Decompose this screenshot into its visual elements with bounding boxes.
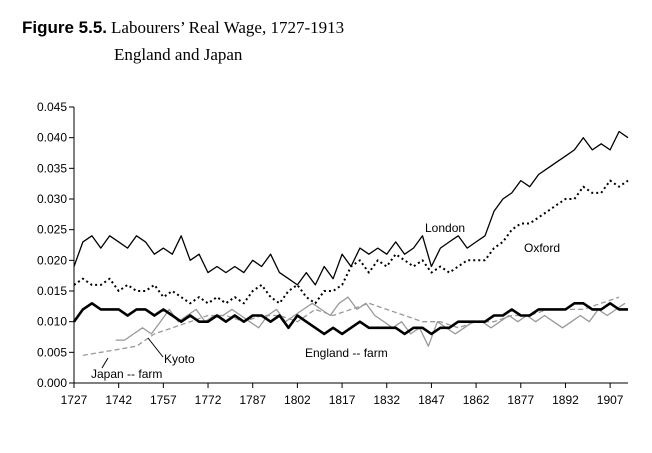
series-line-japan-farm	[82, 296, 620, 357]
figure-title: Figure 5.5. Labourers’ Real Wage, 1727-1…	[22, 18, 344, 38]
x-tick-label: 1907	[597, 393, 624, 407]
y-tick-label: 0.000	[37, 376, 67, 390]
y-tick-label: 0.015	[37, 284, 67, 298]
x-tick-label: 1727	[61, 393, 88, 407]
y-tick-label: 0.010	[37, 315, 67, 329]
x-tick-label: 1877	[507, 393, 534, 407]
annotation-japan-farm: Japan -- farm	[91, 367, 162, 381]
x-tick-label: 1892	[552, 393, 579, 407]
annotation-london: London	[425, 221, 465, 235]
annotation-oxford: Oxford	[524, 241, 560, 255]
y-tick-label: 0.020	[37, 253, 67, 267]
figure-title-text: Labourers’ Real Wage, 1727-1913	[111, 18, 345, 37]
figure-label: Figure 5.5.	[22, 18, 108, 37]
series-line-oxford	[73, 179, 629, 305]
x-tick-label: 1787	[239, 393, 266, 407]
x-tick-label: 1862	[463, 393, 490, 407]
annotation-england-farm: England -- farm	[305, 346, 388, 360]
x-tick-label: 1757	[150, 393, 177, 407]
chart-annotations: London Oxford Kyoto England -- farm Japa…	[91, 221, 560, 381]
x-tick-label: 1802	[284, 393, 311, 407]
x-tick-label: 1847	[418, 393, 445, 407]
x-tick-label: 1817	[329, 393, 356, 407]
series-line-london	[73, 130, 629, 286]
y-tick-label: 0.040	[37, 131, 67, 145]
series-line-kyoto	[115, 296, 626, 347]
x-tick-label: 1772	[195, 393, 222, 407]
y-tick-label: 0.030	[37, 192, 67, 206]
annotation-kyoto-leader	[147, 337, 164, 358]
figure-subtitle: England and Japan	[114, 45, 243, 64]
chart-axes: 0.000 0.005 0.010 0.015 0.020 0.025 0.030 0.035…	[37, 100, 628, 407]
y-tick-label: 0.035	[37, 161, 67, 175]
series-line-england-farm	[72, 301, 628, 336]
y-tick-label: 0.025	[37, 223, 67, 237]
chart-series	[72, 130, 629, 357]
x-tick-label: 1742	[105, 393, 132, 407]
y-tick-label: 0.005	[37, 345, 67, 359]
y-tick-label: 0.045	[37, 100, 67, 114]
x-tick-label: 1832	[373, 393, 400, 407]
annotation-japan-farm-leader	[101, 357, 109, 369]
annotation-kyoto: Kyoto	[164, 352, 195, 366]
